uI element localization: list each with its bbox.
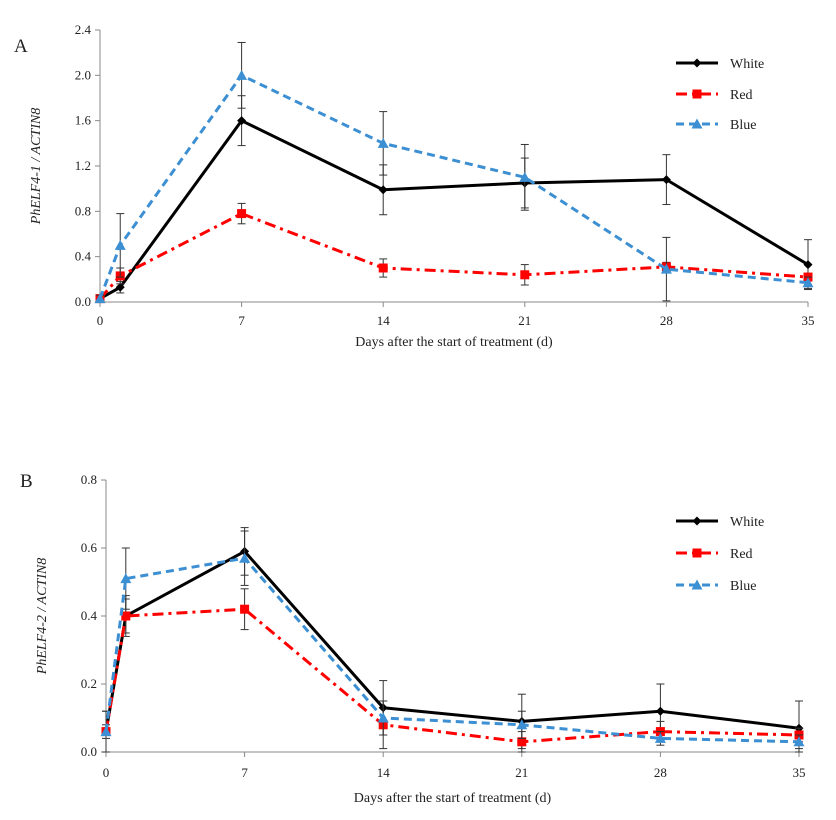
x-tick-label: 0 (97, 313, 104, 328)
x-axis-label: Days after the start of treatment (d) (355, 335, 553, 350)
legend-label-white: White (730, 515, 764, 530)
data-point (377, 137, 389, 148)
legend-marker-white (692, 58, 702, 68)
legend-label-blue: Blue (730, 579, 756, 594)
panel-label: A (14, 36, 28, 57)
data-point (120, 573, 132, 584)
data-point (100, 726, 112, 737)
panel-b-chart: 0.0 0.2 0.4 0.6 0.8 0 7 14 21 28 35 Days after the … (20, 471, 806, 806)
legend-label-blue: Blue (730, 118, 756, 133)
y-axis-label: PhELF4-2 / ACTIN8 (35, 558, 50, 675)
legend-marker-white (692, 516, 702, 526)
data-point (239, 552, 251, 563)
data-point (655, 706, 665, 716)
data-point (115, 282, 125, 292)
series-red: Red (95, 88, 813, 304)
panel-a-chart: 0.0 0.4 0.8 1.2 1.6 2.0 2.4 0 7 14 21 28 35 Days afte… (14, 22, 815, 350)
y-tick-label: 0.4 (75, 249, 92, 264)
data-point (121, 611, 131, 621)
data-point (94, 293, 106, 304)
legend-marker-blue (691, 579, 703, 590)
data-point (237, 116, 247, 126)
x-tick-label: 21 (515, 765, 528, 780)
legend-marker-red (692, 548, 702, 558)
panel-label: B (20, 471, 33, 492)
legend-label-red: Red (730, 88, 753, 103)
x-tick-label: 14 (377, 765, 391, 780)
y-axis-label: PhELF4-1 / ACTIN8 (29, 108, 44, 225)
series-line-white (104, 549, 800, 732)
x-tick-label: 7 (238, 313, 245, 328)
x-tick-label: 35 (802, 313, 815, 328)
data-point (520, 270, 530, 280)
y-tick-label: 0.2 (81, 676, 97, 691)
data-point (793, 736, 805, 747)
x-tick-label: 35 (793, 765, 806, 780)
y-tick-label: 1.6 (75, 113, 92, 128)
data-point (517, 737, 527, 747)
series-red: Red (101, 547, 804, 753)
series-blue: Blue (94, 41, 814, 304)
legend-marker-blue (691, 118, 703, 129)
data-point (516, 719, 528, 730)
data-point (236, 69, 248, 80)
x-tick-label: 7 (241, 765, 248, 780)
data-point (237, 209, 247, 219)
data-point (802, 277, 814, 288)
data-point (378, 263, 388, 273)
y-tick-label: 0.0 (81, 744, 97, 759)
data-point (240, 604, 250, 614)
data-point (661, 175, 671, 185)
x-tick-label: 14 (377, 313, 391, 328)
series-line-red (98, 212, 809, 300)
legend-label-red: Red (730, 547, 753, 562)
y-tick-label: 0.6 (81, 540, 98, 555)
y-tick-label: 0.0 (75, 294, 91, 309)
series-blue: Blue (100, 530, 805, 753)
x-axis-label: Days after the start of treatment (d) (354, 791, 552, 806)
data-point (114, 239, 126, 250)
legend-marker-red (692, 89, 702, 99)
y-tick-label: 1.2 (75, 158, 91, 173)
data-point (377, 712, 389, 723)
x-tick-label: 0 (103, 765, 110, 780)
legend-label-white: White (730, 57, 764, 72)
x-tick-label: 28 (654, 765, 667, 780)
series-line-red (104, 607, 800, 744)
x-tick-label: 21 (518, 313, 531, 328)
y-tick-label: 2.4 (75, 22, 92, 37)
data-point (519, 171, 531, 182)
x-tick-label: 28 (660, 313, 673, 328)
data-point (803, 260, 813, 270)
y-tick-label: 0.8 (75, 203, 91, 218)
y-tick-label: 2.0 (75, 67, 91, 82)
y-tick-label: 0.8 (81, 472, 97, 487)
data-point (660, 263, 672, 274)
data-point (378, 185, 388, 195)
y-tick-label: 0.4 (81, 608, 98, 623)
data-point (654, 732, 666, 743)
